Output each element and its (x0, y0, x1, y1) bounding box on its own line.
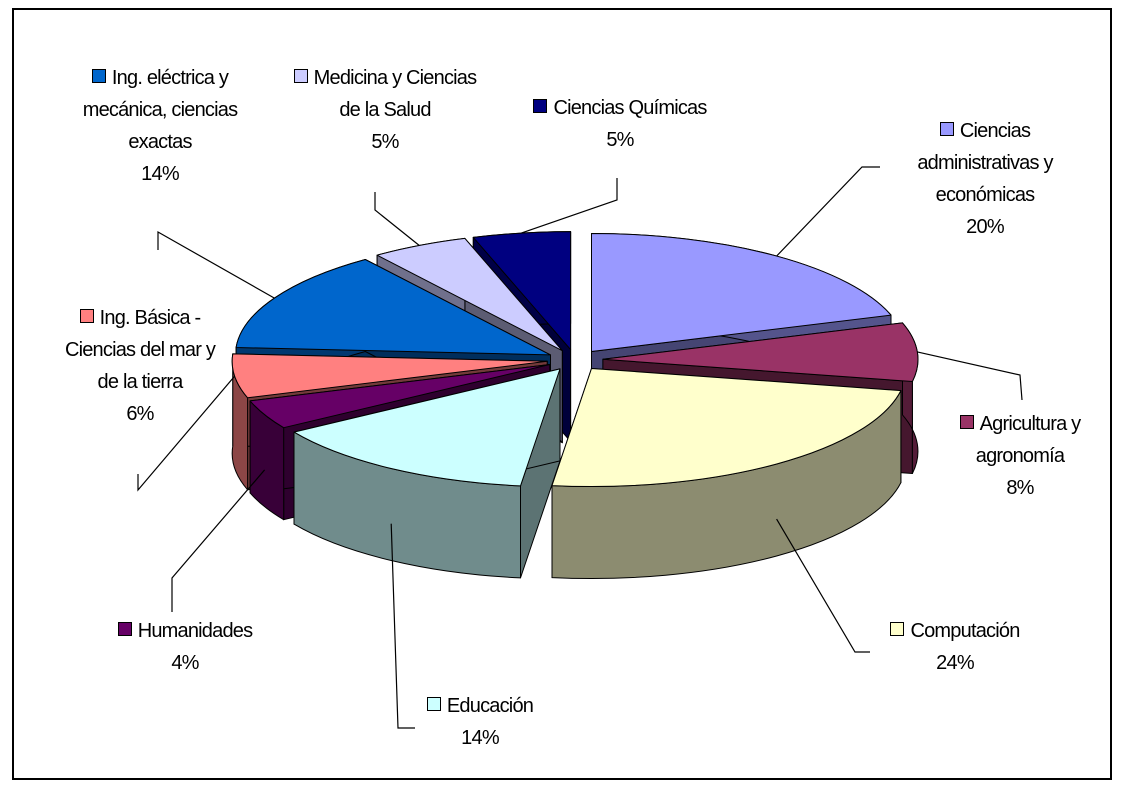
data-label: Ing. Básica - Ciencias del mar y de la t… (53, 302, 228, 430)
data-label: Educación 14% (400, 690, 560, 754)
pie-slice (551, 368, 902, 580)
pie-slice (293, 368, 561, 579)
leader-line (157, 230, 275, 299)
legend-swatch (293, 69, 308, 83)
category-label: Ciencias Químicas (553, 97, 707, 119)
slice-top (235, 259, 551, 356)
data-label: Ciencias administrativas y económicas 20% (880, 115, 1090, 243)
value-label: 8% (1006, 477, 1034, 499)
value-label: 5% (606, 129, 634, 151)
data-label: Medicina y Ciencias de la Salud 5% (285, 62, 485, 158)
category-label: Ciencias administrativas y económicas (917, 120, 1053, 206)
data-label: Ciencias Químicas 5% (505, 92, 735, 156)
leader-line (137, 375, 236, 492)
legend-swatch (533, 99, 548, 113)
category-label: Ing. eléctrica y mecánica, ciencias exac… (82, 67, 238, 153)
value-label: 6% (126, 403, 154, 425)
category-label: Humanidades (137, 620, 253, 642)
leader-line (776, 518, 870, 653)
category-label: Ing. Básica - Ciencias del mar y de la t… (64, 307, 216, 393)
leader-line (776, 166, 880, 257)
data-label: Ing. eléctrica y mecánica, ciencias exac… (55, 62, 265, 190)
data-label: Humanidades 4% (100, 615, 270, 679)
value-label: 24% (936, 652, 974, 674)
value-label: 20% (966, 216, 1004, 238)
slice-top (591, 233, 892, 352)
value-label: 5% (371, 131, 399, 153)
slice-top (249, 364, 551, 429)
category-label: Educación (446, 695, 534, 717)
value-label: 4% (171, 652, 199, 674)
leader-line (171, 469, 266, 612)
category-label: Agricultura y agronomía (975, 413, 1081, 467)
slice-top (293, 368, 561, 487)
slice-top (602, 322, 919, 382)
legend-swatch (890, 622, 905, 636)
legend-swatch (91, 69, 106, 83)
legend-swatch (79, 309, 94, 323)
chart-frame (12, 8, 1112, 780)
category-label: Medicina y Ciencias de la Salud (313, 67, 477, 121)
legend-swatch (939, 122, 954, 136)
slice-top (231, 353, 548, 399)
category-label: Computación (910, 620, 1020, 642)
legend-swatch (426, 697, 441, 711)
value-label: 14% (141, 163, 179, 185)
leader-line (521, 178, 618, 234)
data-label: Computación 24% (865, 615, 1045, 679)
leader-line (374, 192, 420, 246)
legend-swatch (117, 622, 132, 636)
leader-line (917, 351, 1023, 401)
value-label: 14% (461, 727, 499, 749)
slice-top (551, 368, 902, 488)
data-label: Agricultura y agronomía 8% (945, 408, 1095, 504)
legend-swatch (959, 415, 974, 429)
leader-line (390, 523, 415, 729)
